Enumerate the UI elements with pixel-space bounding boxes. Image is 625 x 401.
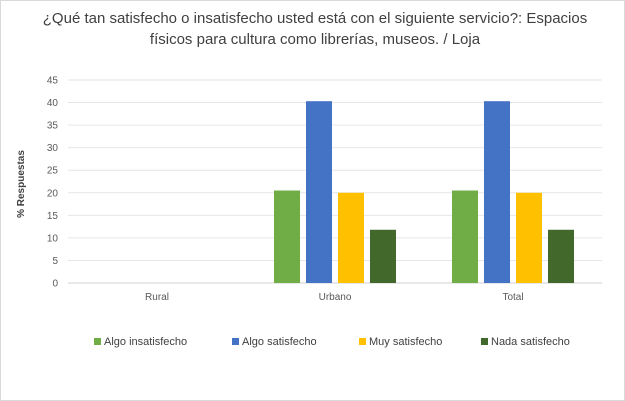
y-tick-label: 45 (47, 76, 59, 87)
bar (306, 101, 332, 283)
legend: Algo insatisfecho Algo satisfecho Muy sati… (94, 336, 570, 348)
gridlines (68, 79, 602, 284)
legend-label: Algo insatisfecho (104, 336, 187, 348)
y-axis-label: % Respuestas (16, 150, 27, 218)
x-tick-label: Rural (145, 292, 169, 303)
y-axis-ticks: 0 5 10 15 20 25 30 35 40 45 (47, 76, 59, 290)
y-tick-label: 15 (47, 211, 59, 222)
y-tick-label: 0 (52, 279, 58, 290)
chart-title: ¿Qué tan satisfecho o insatisfecho usted… (42, 10, 588, 48)
y-tick-label: 10 (47, 233, 59, 244)
y-tick-label: 40 (47, 98, 59, 109)
y-tick-label: 25 (47, 166, 59, 177)
x-tick-label: Total (502, 292, 523, 303)
bars (274, 101, 574, 283)
legend-swatch (94, 338, 101, 345)
bar (548, 229, 574, 283)
legend-swatch (481, 338, 488, 345)
y-tick-label: 5 (52, 256, 58, 267)
bar (274, 190, 300, 283)
x-tick-label: Urbano (319, 292, 352, 303)
legend-swatch (232, 338, 239, 345)
y-tick-label: 20 (47, 188, 59, 199)
bar (516, 192, 542, 283)
legend-swatch (359, 338, 366, 345)
y-tick-label: 35 (47, 121, 59, 132)
bar (338, 192, 364, 283)
legend-label: Muy satisfecho (369, 336, 442, 348)
bar (370, 229, 396, 283)
x-axis-ticks: Rural Urbano Total (145, 292, 524, 303)
bar (484, 101, 510, 283)
bar (452, 190, 478, 283)
legend-label: Algo satisfecho (242, 336, 317, 348)
legend-label: Nada satisfecho (491, 336, 570, 348)
y-tick-label: 30 (47, 143, 59, 154)
